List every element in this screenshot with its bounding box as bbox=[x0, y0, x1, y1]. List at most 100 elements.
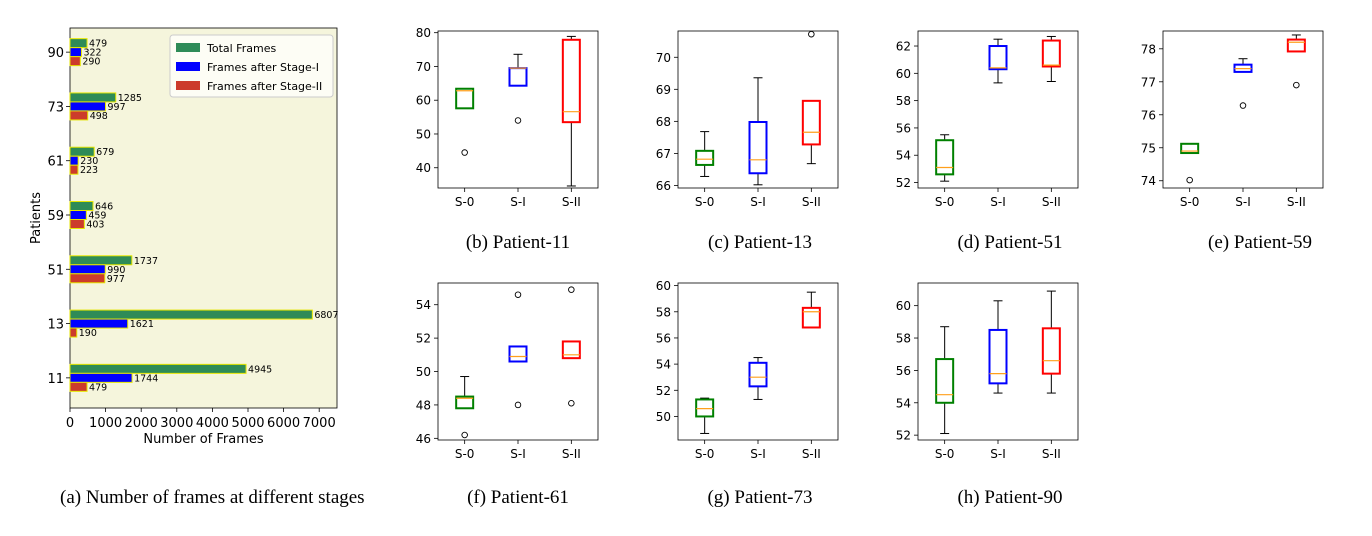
box-S-0 bbox=[695, 397, 715, 434]
x-tick-label: 7000 bbox=[303, 416, 336, 431]
x-tick-label-S-I: S-I bbox=[750, 447, 766, 461]
y-tick-label: 52 bbox=[896, 176, 911, 190]
box-S-0 bbox=[455, 376, 475, 439]
box-S-0 bbox=[935, 134, 955, 182]
caption-e: (e) Patient-59 bbox=[1208, 232, 1312, 253]
bar-90-series-2 bbox=[69, 56, 81, 67]
boxplot-patient-90: 52 54 56 58 60 S-0 S-I S-II bbox=[896, 282, 1079, 461]
legend-label-2: Frames after Stage-II bbox=[207, 80, 322, 93]
box-iqr bbox=[748, 361, 768, 388]
caption-c: (c) Patient-13 bbox=[708, 232, 812, 253]
y-tick-label: 77 bbox=[1141, 75, 1156, 89]
box-iqr bbox=[561, 38, 581, 124]
bar-61-series-2 bbox=[69, 164, 79, 175]
bar-label-90-series-1: 322 bbox=[83, 48, 101, 59]
x-axis-label: Number of Frames bbox=[143, 432, 264, 447]
bar-13-series-1 bbox=[69, 318, 129, 329]
y-axis-label: Patients bbox=[29, 192, 44, 244]
y-tick-label: 54 bbox=[896, 396, 911, 410]
box-iqr bbox=[1041, 327, 1061, 375]
box-iqr bbox=[695, 149, 715, 166]
y-tick-label: 54 bbox=[656, 358, 671, 372]
x-tick-label-S-0: S-0 bbox=[1180, 195, 1200, 209]
y-tick-label-61: 61 bbox=[47, 155, 64, 170]
y-tick-label: 48 bbox=[416, 398, 431, 412]
y-tick-label: 60 bbox=[896, 67, 911, 81]
y-tick-label-51: 51 bbox=[47, 263, 64, 278]
box-S-0 bbox=[455, 87, 475, 156]
bar-13-series-2 bbox=[69, 327, 78, 338]
y-tick-label: 52 bbox=[416, 332, 431, 346]
bar-73-series-1 bbox=[69, 101, 106, 112]
bar-label-13-series-0: 6807 bbox=[314, 310, 338, 321]
outlier bbox=[514, 401, 522, 409]
box-iqr bbox=[695, 398, 715, 418]
y-tick-label: 60 bbox=[656, 279, 671, 293]
bar-label-90-series-0: 479 bbox=[89, 39, 107, 50]
legend-label-0: Total Frames bbox=[206, 42, 276, 55]
x-tick-label: 6000 bbox=[267, 416, 300, 431]
x-tick-label-S-II: S-II bbox=[1042, 447, 1061, 461]
box-S-I bbox=[508, 291, 528, 409]
bar-51-series-1 bbox=[69, 264, 106, 275]
box-iqr bbox=[455, 395, 475, 410]
x-tick-label-S-I: S-I bbox=[990, 195, 1006, 209]
box-S-II bbox=[801, 291, 821, 329]
y-tick-label-13: 13 bbox=[47, 318, 64, 333]
x-tick-label-S-0: S-0 bbox=[935, 447, 955, 461]
bar-59-series-2 bbox=[69, 219, 85, 229]
y-tick-label: 52 bbox=[656, 384, 671, 398]
x-tick-label: 4000 bbox=[196, 416, 229, 431]
bar-59-series-1 bbox=[69, 210, 87, 220]
caption-a: (a) Number of frames at different stages bbox=[60, 487, 365, 508]
box-S-II bbox=[561, 35, 581, 187]
outlier bbox=[1186, 176, 1193, 184]
y-tick-label: 66 bbox=[656, 179, 671, 193]
bar-51-series-2 bbox=[69, 273, 106, 284]
bar-label-13-series-1: 1621 bbox=[130, 319, 154, 330]
y-tick-label: 78 bbox=[1141, 42, 1156, 56]
boxplot-patient-59: 74 75 76 77 78 S-0 S-I S-II bbox=[1141, 30, 1324, 209]
x-tick-label-S-I: S-I bbox=[1235, 195, 1251, 209]
x-tick-label-S-II: S-II bbox=[1287, 195, 1306, 209]
x-tick-label-S-0: S-0 bbox=[455, 447, 475, 461]
legend-box bbox=[169, 34, 334, 98]
box-S-I bbox=[988, 38, 1008, 84]
bar-label-51-series-0: 1737 bbox=[134, 256, 158, 267]
y-tick-label: 54 bbox=[896, 149, 911, 163]
x-tick-label-S-II: S-II bbox=[802, 195, 821, 209]
box-iqr bbox=[801, 99, 821, 146]
bar-label-61-series-2: 223 bbox=[80, 165, 98, 176]
x-tick-label-S-0: S-0 bbox=[455, 195, 475, 209]
y-tick-label: 74 bbox=[1141, 174, 1156, 188]
legend-swatch-0 bbox=[176, 43, 200, 52]
y-tick-label: 58 bbox=[896, 332, 911, 346]
box-S-0 bbox=[1180, 142, 1200, 184]
bar-label-51-series-2: 977 bbox=[107, 274, 125, 285]
box-iqr bbox=[748, 120, 768, 175]
box-iqr bbox=[935, 139, 955, 176]
y-tick-label-90: 90 bbox=[47, 46, 64, 61]
outlier bbox=[514, 291, 522, 298]
box-S-II bbox=[561, 286, 581, 407]
x-tick-label-S-I: S-I bbox=[510, 447, 526, 461]
legend-swatch-2 bbox=[176, 81, 200, 90]
x-tick-label-S-II: S-II bbox=[562, 447, 581, 461]
bar-label-11-series-0: 4945 bbox=[248, 364, 272, 375]
y-tick-label: 50 bbox=[656, 410, 671, 424]
outlier bbox=[808, 30, 815, 38]
caption-d: (d) Patient-51 bbox=[957, 232, 1063, 253]
bar-label-11-series-1: 1744 bbox=[134, 373, 158, 384]
bar-label-73-series-0: 1285 bbox=[118, 93, 142, 104]
y-tick-label: 40 bbox=[416, 161, 431, 175]
bar-label-11-series-2: 479 bbox=[89, 382, 107, 393]
y-tick-label-73: 73 bbox=[47, 100, 64, 115]
bar-label-59-series-1: 459 bbox=[88, 211, 106, 222]
bar-label-13-series-2: 190 bbox=[79, 328, 97, 339]
caption-f: (f) Patient-61 bbox=[467, 487, 569, 508]
bar-11-series-2 bbox=[69, 381, 88, 392]
y-tick-label: 70 bbox=[416, 60, 431, 74]
x-tick-label-S-II: S-II bbox=[562, 195, 581, 209]
x-tick-label-S-II: S-II bbox=[802, 447, 821, 461]
